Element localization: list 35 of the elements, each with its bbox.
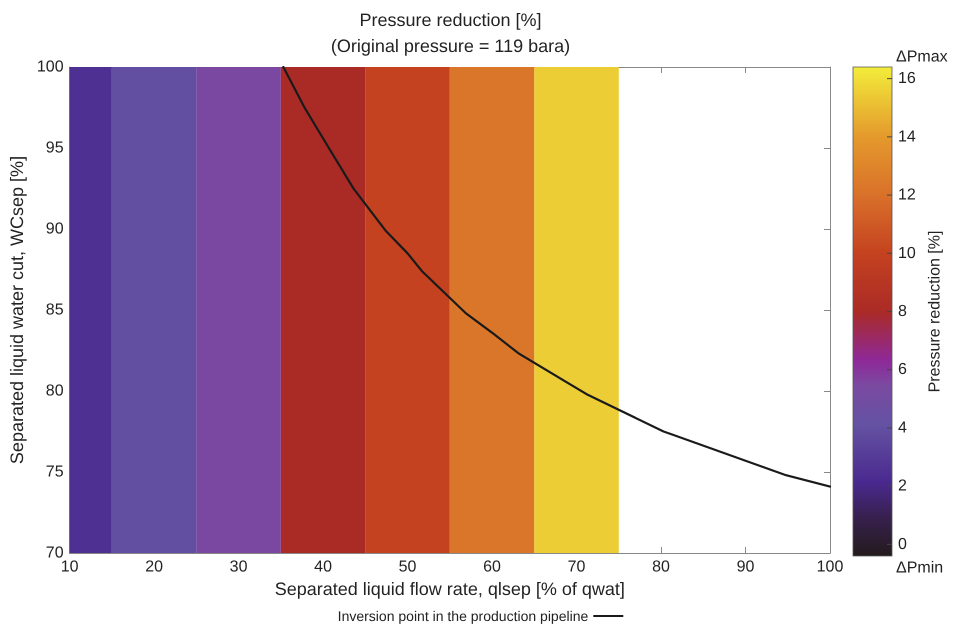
- color-bar-label: 14: [898, 128, 916, 146]
- x-axis-title: Separated liquid flow rate, qlsep [% of qwat]: [274, 578, 625, 599]
- x-tick-label: 10: [60, 558, 79, 576]
- legend-label: Inversion point in the production pipeline: [338, 608, 589, 624]
- y-tick-label: 90: [46, 220, 64, 238]
- x-tick-label: 60: [483, 558, 502, 576]
- color-bar-label: 0: [898, 536, 907, 553]
- x-tick-label: 70: [568, 558, 586, 576]
- y-tick-label: 80: [46, 382, 64, 400]
- text: ΔPmin: [896, 560, 944, 576]
- x-tick-label: 40: [314, 558, 332, 576]
- color-bar-title: Pressure reduction [%]: [926, 230, 944, 392]
- y-tick-label: 75: [46, 464, 64, 480]
- color-bar-label: 16: [898, 70, 916, 88]
- x-tick-label: 90: [736, 558, 755, 576]
- color-bar-label: 6: [898, 361, 907, 378]
- color-bar-label: 10: [898, 244, 916, 262]
- color-bar-label: 4: [898, 419, 907, 436]
- y-axis-title: Separated liquid water cut, WCsep [%]: [7, 156, 27, 464]
- x-tick-label: 50: [398, 558, 417, 576]
- color-bar-label: 12: [898, 186, 916, 204]
- x-tick-label: 100: [816, 558, 844, 576]
- chart-title: Pressure reduction [%]: [359, 10, 542, 30]
- chart-subtitle: (Original pressure = 119 bara): [330, 36, 570, 56]
- y-tick-label: 100: [36, 58, 64, 76]
- y-tick-label: 85: [46, 302, 64, 318]
- y-tick-label: 70: [46, 544, 64, 562]
- text: ΔPmax: [896, 48, 948, 66]
- x-tick-label: 30: [230, 558, 248, 576]
- x-tick-label: 80: [652, 558, 670, 576]
- line-series: [282, 66, 832, 488]
- color-bar-label: 2: [898, 478, 907, 495]
- x-tick-label: 20: [145, 558, 164, 576]
- y-tick-label: 95: [46, 140, 64, 156]
- color-bar-label: 8: [898, 303, 907, 320]
